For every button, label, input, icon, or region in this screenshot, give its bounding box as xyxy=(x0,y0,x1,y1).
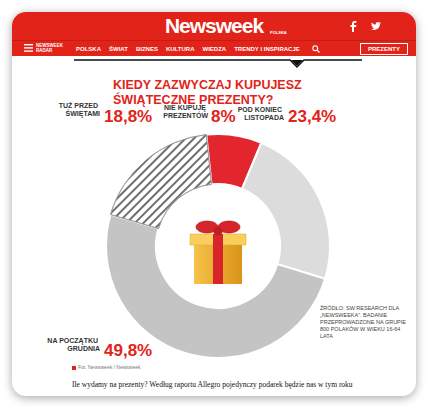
html-text:WIEDZA: WIEDZA xyxy=(202,45,227,52)
html-text:BIZNES: BIZNES xyxy=(135,45,158,52)
html-text:KULTURA: KULTURA xyxy=(165,45,195,52)
svg-text:800 POLAKÓW W WIEKU 16-64: 800 POLAKÓW W WIEKU 16-64 xyxy=(320,326,402,332)
html-text:Fot. Newsweek / Newsweek: Fot. Newsweek / Newsweek xyxy=(78,364,141,370)
html-text:POLSKA: POLSKA xyxy=(270,30,287,35)
html-text:TRENDY I INSPIRACJE: TRENDY I INSPIRACJE xyxy=(234,45,300,52)
svg-text:23,4%: 23,4% xyxy=(288,107,336,126)
svg-text:ŚWIĄTECZNE PREZENTY?: ŚWIĄTECZNE PREZENTY? xyxy=(113,92,273,107)
svg-text:NA POCZĄTKU: NA POCZĄTKU xyxy=(47,337,100,345)
html-text:Ile wydamy na prezenty? Według: Ile wydamy na prezenty? Według raportu A… xyxy=(72,380,353,389)
svg-text:ŚWIĘTAMI: ŚWIĘTAMI xyxy=(66,109,101,118)
html-text:ŚWIAT: ŚWIAT xyxy=(109,45,128,52)
svg-text:18,8%: 18,8% xyxy=(104,107,152,126)
html-text:PREZENTY: PREZENTY xyxy=(368,46,400,52)
svg-text:NIE KUPUJĘ: NIE KUPUJĘ xyxy=(164,103,208,111)
html-text:NEWSWEEK RADAR: NEWSWEEK RADAR xyxy=(36,43,63,53)
svg-text:KIEDY ZAZWYCZAJ KUPUJESZ: KIEDY ZAZWYCZAJ KUPUJESZ xyxy=(113,78,305,92)
svg-text:PRZEPROWADZONE NA GRUPIE: PRZEPROWADZONE NA GRUPIE xyxy=(320,319,408,325)
svg-text:49,8%: 49,8% xyxy=(104,341,152,360)
svg-text:GRUDNIA: GRUDNIA xyxy=(67,345,100,352)
svg-text:TUŻ PRZED: TUŻ PRZED xyxy=(59,102,100,109)
svg-text:ŹRÓDŁO: SW RESEARCH DLA: ŹRÓDŁO: SW RESEARCH DLA xyxy=(320,305,400,311)
svg-text:PREZENTÓW: PREZENTÓW xyxy=(163,111,208,119)
html-text:Newsweek: Newsweek xyxy=(164,14,264,37)
svg-text:8%: 8% xyxy=(211,107,236,126)
svg-text:„NEWSWEEKA”. BADANIE: „NEWSWEEKA”. BADANIE xyxy=(320,312,389,318)
svg-text:LISTOPADA: LISTOPADA xyxy=(244,114,284,121)
html-text:POLSKA: POLSKA xyxy=(76,45,101,52)
svg-text:LATA: LATA xyxy=(320,333,333,339)
svg-text:POD KONIEC: POD KONIEC xyxy=(238,106,284,113)
